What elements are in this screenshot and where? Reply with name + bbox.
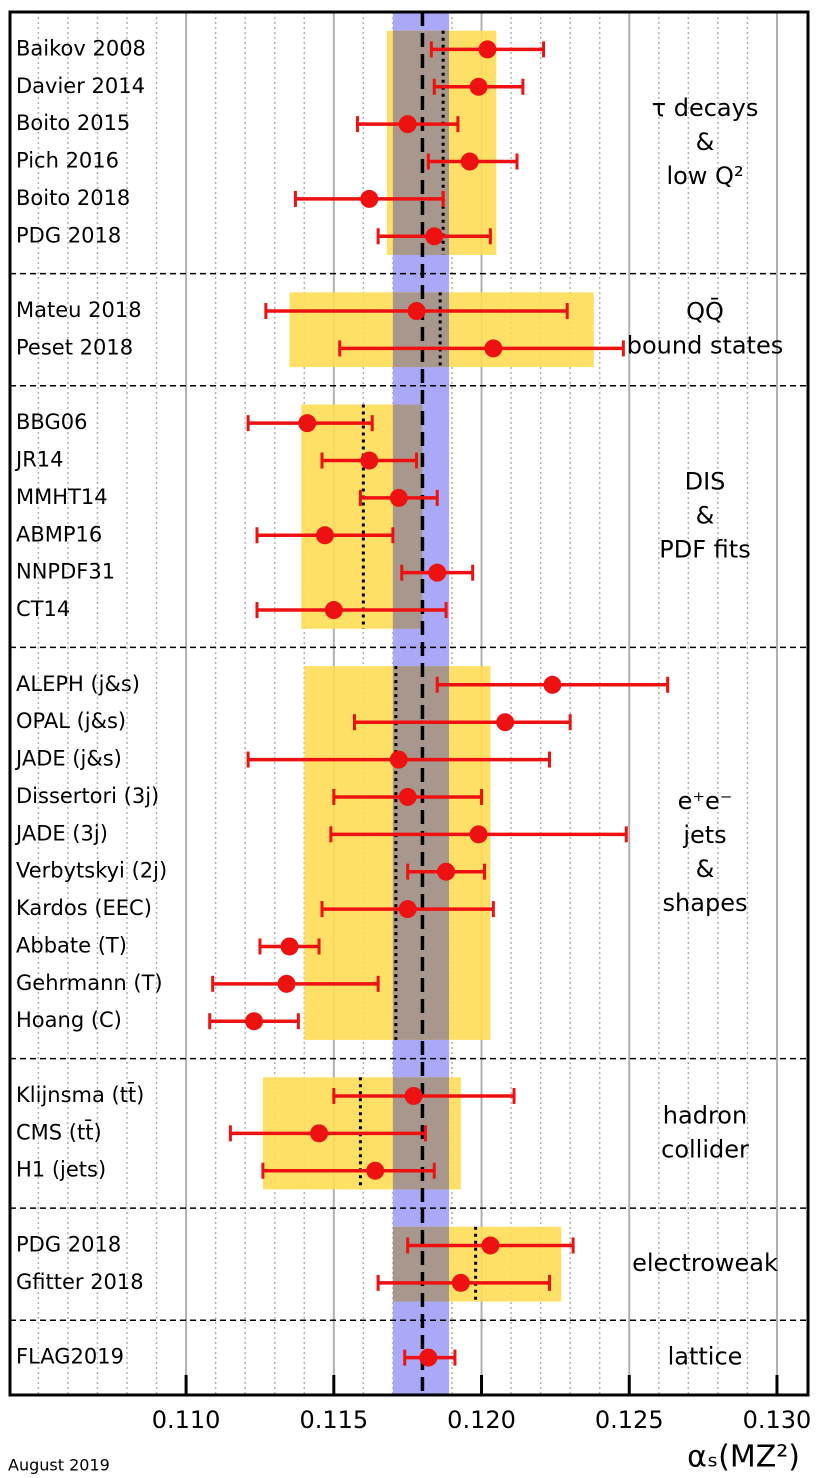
group-label: collider	[661, 1135, 749, 1163]
entry-label: H1 (jets)	[16, 1158, 106, 1182]
x-tick-label: 0.120	[447, 1406, 516, 1434]
entry-label: CMS (tt̄)	[16, 1120, 102, 1145]
entry-label: JADE (3j)	[14, 821, 108, 845]
entry-label: Boito 2018	[16, 186, 130, 210]
group-label: &	[696, 855, 715, 883]
data-point	[404, 1086, 423, 1105]
entry-label: BBG06	[16, 410, 87, 434]
group-label: e⁺e⁻	[678, 787, 733, 815]
entry-label: NNPDF31	[16, 560, 115, 584]
entry-label: Baikov 2008	[16, 36, 146, 60]
x-tick-label: 0.115	[299, 1406, 368, 1434]
group-label: low Q²	[666, 162, 743, 190]
group-label: &	[696, 128, 715, 156]
entry-label: Hoang (C)	[16, 1008, 122, 1032]
group-label: hadron	[663, 1101, 747, 1129]
data-point	[277, 974, 296, 993]
entry-label: FLAG2019	[16, 1345, 124, 1369]
group-label: PDF fits	[659, 536, 750, 564]
entry-label: Peset 2018	[16, 335, 133, 359]
entry-label: PDG 2018	[16, 223, 121, 247]
data-point	[310, 1124, 329, 1143]
group-label: τ decays	[652, 94, 759, 122]
data-point	[481, 1236, 500, 1255]
entry-label: Boito 2015	[16, 111, 130, 135]
entry-label: Kardos (EEC)	[16, 896, 152, 920]
data-point	[484, 339, 503, 358]
entry-label: ABMP16	[16, 522, 102, 546]
entry-label: PDG 2018	[16, 1232, 121, 1256]
x-tick-label: 0.110	[152, 1406, 221, 1434]
data-point	[366, 1161, 385, 1180]
data-point	[428, 563, 447, 582]
data-point	[543, 675, 562, 694]
entry-label: Dissertori (3j)	[16, 784, 159, 808]
data-point	[398, 115, 417, 134]
group-label: lattice	[668, 1343, 743, 1371]
data-point	[437, 862, 456, 881]
group-label: DIS	[685, 468, 726, 496]
data-point	[407, 302, 426, 321]
entry-label: Verbytskyi (2j)	[16, 859, 167, 883]
data-point	[460, 152, 479, 171]
entry-label: JR14	[14, 448, 64, 472]
data-point	[245, 1012, 264, 1031]
data-point	[298, 414, 317, 433]
entry-label: Abbate (T)	[16, 933, 127, 957]
footnote: August 2019	[8, 1456, 110, 1475]
entry-label: Pich 2016	[16, 149, 119, 173]
data-point	[324, 601, 343, 620]
entry-label: CT14	[16, 597, 70, 621]
group-label: bound states	[627, 332, 784, 360]
x-tick-label: 0.125	[595, 1406, 664, 1434]
entry-label: Klijnsma (tt̄)	[16, 1082, 144, 1107]
data-point	[469, 77, 488, 96]
data-point	[280, 937, 299, 956]
data-point	[451, 1273, 470, 1292]
data-point	[478, 40, 497, 59]
data-point	[389, 750, 408, 769]
group-label: QQ̄	[686, 296, 724, 325]
plot-frame	[8, 10, 810, 1397]
group-label: shapes	[663, 889, 748, 917]
data-point	[419, 1348, 438, 1367]
x-axis-label: αₛ(MZ²)	[687, 1440, 800, 1475]
entry-label: Gfitter 2018	[16, 1270, 144, 1294]
data-point	[360, 451, 379, 470]
data-point	[360, 189, 379, 208]
entry-label: Davier 2014	[16, 74, 145, 98]
data-point	[496, 713, 515, 732]
group-label: electroweak	[632, 1249, 778, 1277]
entry-label: JADE (j&s)	[14, 747, 122, 771]
band-overlap	[392, 404, 423, 629]
entry-label: Gehrmann (T)	[16, 971, 163, 995]
entry-label: OPAL (j&s)	[16, 709, 126, 733]
data-point	[315, 526, 334, 545]
entry-label: Mateu 2018	[16, 298, 142, 322]
data-point	[425, 227, 444, 246]
group-label: &	[696, 502, 715, 530]
x-tick-label: 0.130	[743, 1406, 812, 1434]
group-label: jets	[682, 821, 726, 849]
entry-label: MMHT14	[16, 485, 108, 509]
entry-label: ALEPH (j&s)	[16, 672, 140, 696]
data-point	[398, 787, 417, 806]
data-point	[398, 900, 417, 919]
data-point	[469, 825, 488, 844]
data-point	[389, 488, 408, 507]
